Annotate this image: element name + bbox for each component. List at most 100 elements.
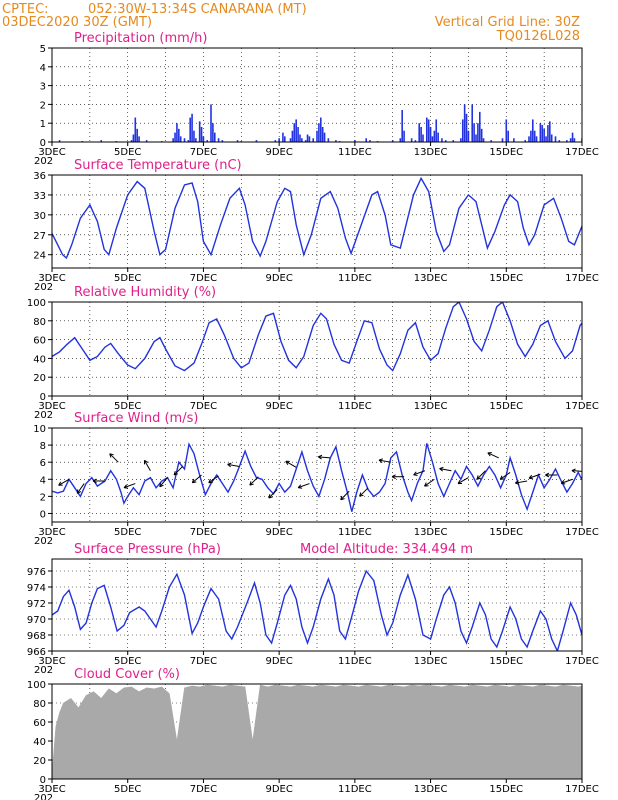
panel-temp: Surface Temperature (nC) 24 27 30 33 36 3DEC 5D…	[33, 158, 599, 293]
x-tick-label: 13DEC	[414, 656, 448, 667]
y-tick-label: 0	[40, 509, 46, 520]
x-tick-label: 15DEC	[489, 273, 523, 284]
y-tick-label: 970	[27, 615, 46, 626]
header-location: 052:30W-13:34S CANARANA (MT)	[88, 2, 307, 17]
x-tick-label: 15DEC	[489, 656, 523, 667]
y-tick-label: 30	[33, 211, 46, 222]
x-tick-label: 17DEC	[565, 656, 599, 667]
x-tick-label: 13DEC	[414, 401, 448, 412]
wind-vector	[285, 460, 297, 468]
x-tick-label: 13DEC	[414, 527, 448, 538]
x-tick-label: 15DEC	[489, 147, 523, 158]
wind-vector	[359, 487, 369, 497]
y-tick-label: 4	[40, 63, 46, 74]
panel-title: Surface Pressure (hPa)	[74, 542, 221, 557]
plot-area	[52, 302, 582, 372]
wind-vector	[439, 466, 452, 472]
precip-bar	[465, 113, 468, 142]
panel-title: Surface Wind (m/s)	[74, 411, 198, 426]
x-tick-label: 11DEC	[338, 656, 372, 667]
precip-bar	[558, 140, 561, 142]
y-tick-label: 10	[33, 424, 46, 435]
y-tick-label: 974	[27, 583, 46, 594]
x-tick-label: 13DEC	[414, 147, 448, 158]
precip-bar	[213, 132, 216, 142]
x-tick-label: 5DEC	[114, 527, 141, 538]
wind-vector	[340, 490, 350, 501]
precip-bar	[524, 140, 527, 142]
y-tick-label: 60	[33, 718, 46, 729]
precip-bar	[282, 132, 284, 142]
x-tick-label: 9DEC	[265, 784, 292, 795]
precip-bar	[600, 138, 602, 142]
precip-bar	[198, 121, 201, 142]
precip-bar	[172, 138, 174, 142]
precip-bar	[471, 104, 474, 142]
x-tick-label: 3DEC	[38, 656, 65, 667]
x-tick-label: 5DEC	[114, 273, 141, 284]
precip-bar	[179, 136, 182, 142]
x-tick-label: 17DEC	[565, 273, 599, 284]
plot-area	[58, 104, 602, 142]
precip-bar	[295, 119, 297, 142]
y-tick-label: 27	[33, 231, 46, 242]
wind-vector	[268, 489, 278, 499]
precip-bar	[200, 126, 203, 142]
precip-bar	[299, 134, 301, 142]
year-prefix: 202	[34, 156, 53, 167]
precip-bar	[583, 133, 585, 142]
x-tick-label: 13DEC	[414, 784, 448, 795]
precip-bar	[425, 117, 428, 142]
wind-vector	[413, 470, 426, 476]
precip-bar	[467, 130, 470, 142]
y-tick-label: 5	[40, 44, 46, 55]
precip-bar	[284, 136, 286, 142]
y-tick-label: 0	[40, 392, 46, 403]
x-tick-label: 7DEC	[190, 401, 217, 412]
wind-vector	[528, 473, 541, 480]
header-run: 03DEC2020 30Z (GMT)	[2, 15, 152, 30]
year-prefix: 202	[34, 282, 53, 293]
x-tick-label: 15DEC	[489, 527, 523, 538]
precip-bar	[547, 125, 549, 142]
wind-vector	[391, 474, 405, 480]
y-tick-label: 100	[27, 680, 46, 691]
precip-bar	[566, 140, 568, 142]
precip-bar	[550, 134, 553, 142]
wind-vector	[499, 472, 511, 480]
x-tick-label: 11DEC	[338, 273, 372, 284]
precip-bar	[178, 128, 180, 142]
y-tick-label: 1	[40, 119, 46, 130]
precip-bar	[533, 130, 536, 142]
precip-bar	[189, 117, 191, 142]
precip-bar	[545, 136, 547, 142]
wind-vector	[487, 452, 499, 459]
precip-bar	[354, 140, 356, 142]
series-line-rh	[52, 302, 582, 372]
precip-bar	[138, 136, 140, 142]
wind-vector	[143, 459, 151, 471]
y-tick-label: 80	[33, 317, 46, 328]
precip-bar	[478, 111, 481, 142]
wind-vector	[378, 458, 391, 463]
x-tick-label: 3DEC	[38, 784, 65, 795]
precip-bar	[293, 123, 296, 142]
x-tick-label: 7DEC	[190, 527, 217, 538]
year-prefix: 202	[34, 793, 53, 800]
wind-vector	[92, 478, 105, 484]
wind-vector	[560, 478, 573, 485]
y-tick-label: 968	[27, 631, 46, 642]
x-tick-label: 17DEC	[565, 401, 599, 412]
precip-bar	[505, 119, 508, 142]
header-org: CPTEC:	[2, 2, 49, 17]
wind-vector	[76, 483, 85, 494]
year-prefix: 202	[34, 410, 53, 421]
x-tick-label: 5DEC	[114, 147, 141, 158]
x-tick-label: 15DEC	[489, 784, 523, 795]
series-line-temp	[52, 176, 582, 260]
wind-vector	[227, 462, 240, 468]
year-prefix: 202	[34, 665, 53, 676]
precip-bar	[535, 136, 538, 142]
x-tick-label: 9DEC	[265, 656, 292, 667]
y-tick-label: 0	[40, 138, 46, 149]
